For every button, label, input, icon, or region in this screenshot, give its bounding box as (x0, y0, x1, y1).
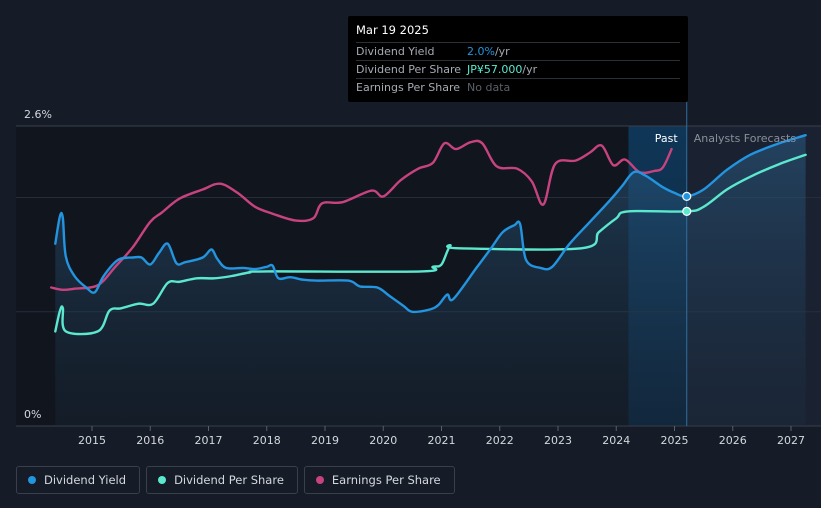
legend: Dividend Yield Dividend Per Share Earnin… (16, 466, 455, 494)
legend-label: Earnings Per Share (331, 473, 441, 487)
x-tick-label: 2021 (428, 434, 456, 447)
legend-item-dividend-per-share[interactable]: Dividend Per Share (146, 466, 298, 494)
tooltip: Mar 19 2025 Dividend Yield 2.0% /yr Divi… (348, 16, 688, 102)
y-tick-label-top: 2.6% (24, 108, 52, 121)
tooltip-row-dividend-yield: Dividend Yield 2.0% /yr (356, 42, 680, 60)
y-tick-label-bottom: 0% (24, 408, 41, 421)
tooltip-unit: /yr (494, 45, 510, 58)
x-axis: 2015 2016 2017 2018 2019 2020 2021 2022 2023 2024… (78, 426, 805, 447)
legend-item-earnings-per-share[interactable]: Earnings Per Share (303, 466, 455, 494)
tooltip-value: 2.0% (467, 45, 495, 58)
x-tick-label: 2026 (719, 434, 747, 447)
forecast-label: Analysts Forecasts (694, 132, 797, 145)
tooltip-row-earnings-per-share: Earnings Per Share No data (356, 78, 680, 96)
tooltip-value: JP¥57.000 (467, 63, 523, 76)
tooltip-value: No data (467, 81, 511, 94)
earnings-per-share-line (50, 139, 673, 292)
tooltip-unit: /yr (522, 63, 538, 76)
x-tick-label: 2016 (136, 434, 164, 447)
legend-dot-icon (28, 476, 36, 484)
marker-layer (682, 191, 692, 216)
dividend-per-share-marker (682, 206, 692, 216)
tooltip-row-dividend-per-share: Dividend Per Share JP¥57.000 /yr (356, 60, 680, 78)
x-tick-label: 2025 (661, 434, 689, 447)
legend-dot-icon (315, 476, 324, 484)
tooltip-label: Dividend Per Share (356, 63, 462, 76)
x-tick-label: 2017 (195, 434, 223, 447)
past-label: Past (655, 132, 679, 145)
x-tick-label: 2019 (311, 434, 339, 447)
dividend-yield-line (54, 134, 807, 314)
x-tick-label: 2015 (78, 434, 106, 447)
legend-item-dividend-yield[interactable]: Dividend Yield (16, 466, 141, 494)
tooltip-label: Dividend Yield (356, 45, 435, 58)
dividend-yield-marker (682, 191, 692, 201)
x-tick-label: 2022 (486, 434, 514, 447)
legend-label: Dividend Yield (44, 473, 127, 487)
x-tick-label: 2018 (253, 434, 281, 447)
x-tick-label: 2023 (544, 434, 572, 447)
tooltip-date: Mar 19 2025 (356, 23, 429, 37)
legend-dot-icon (158, 476, 167, 484)
tooltip-label: Earnings Per Share (356, 81, 461, 94)
dividend-yield-area (55, 135, 806, 426)
legend-label: Dividend Per Share (174, 473, 284, 487)
x-tick-label: 2027 (777, 434, 805, 447)
x-tick-label: 2024 (602, 434, 630, 447)
x-tick-label: 2020 (369, 434, 397, 447)
